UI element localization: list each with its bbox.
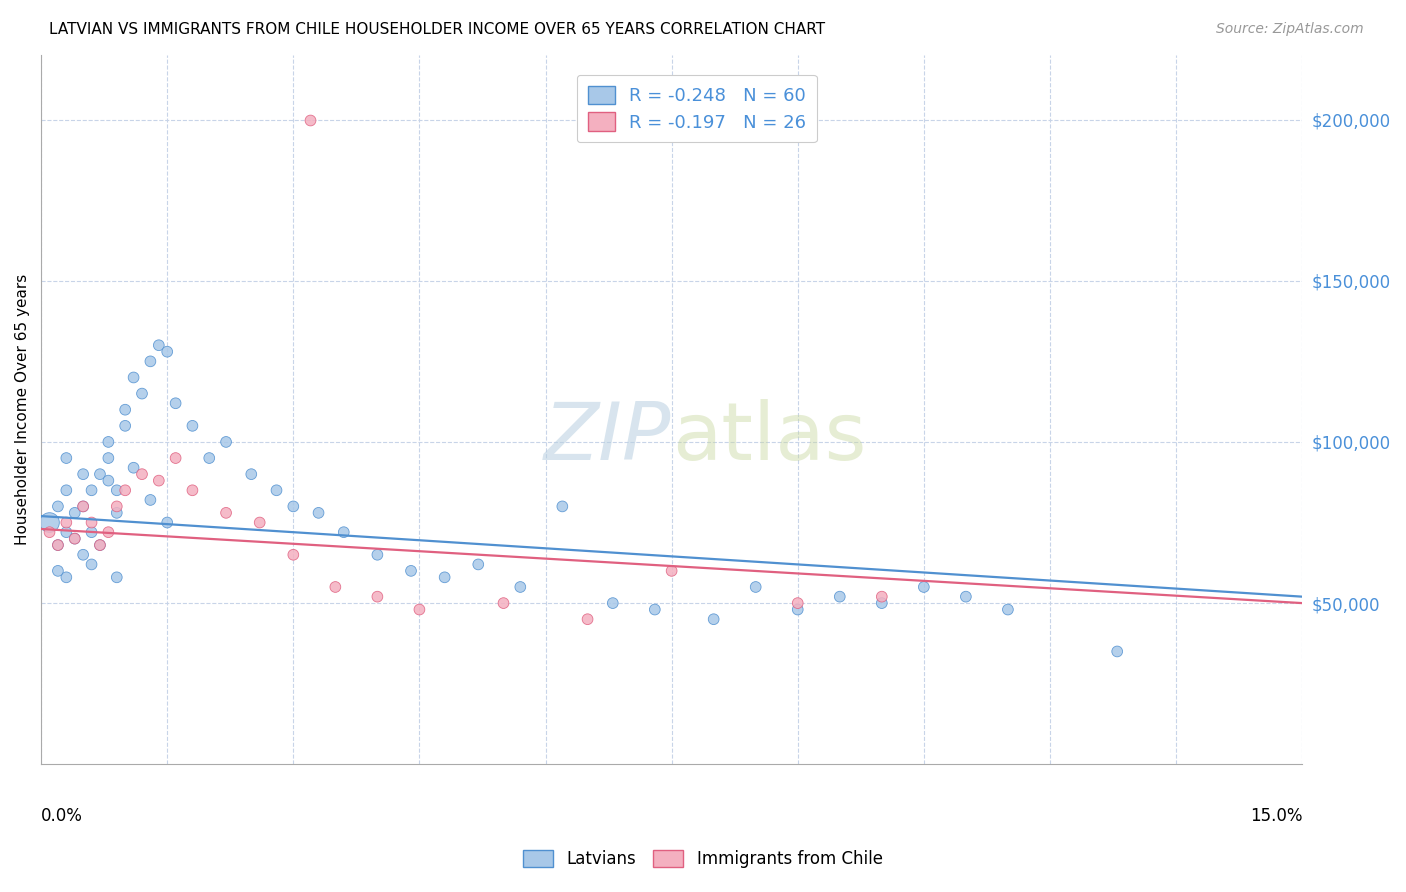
Point [156, 344, 179, 359]
Point [299, 112, 322, 127]
Point [997, 602, 1019, 616]
Text: atlas: atlas [672, 399, 866, 477]
Point [55, 525, 77, 540]
Point [148, 338, 170, 352]
Point [131, 386, 153, 401]
Point [156, 516, 179, 530]
Point [408, 602, 430, 616]
Point [661, 564, 683, 578]
Point [786, 602, 808, 616]
Point [181, 418, 204, 433]
Point [1107, 644, 1129, 658]
Point [283, 500, 305, 514]
Point [89, 538, 111, 552]
Legend: R = -0.248   N = 60, R = -0.197   N = 26: R = -0.248 N = 60, R = -0.197 N = 26 [576, 75, 817, 143]
Text: 0.0%: 0.0% [41, 807, 83, 825]
Point [240, 467, 263, 482]
Point [492, 596, 515, 610]
Point [366, 548, 388, 562]
Point [139, 492, 162, 507]
Point [912, 580, 935, 594]
Point [72, 500, 94, 514]
Point [55, 516, 77, 530]
Point [63, 532, 86, 546]
Point [955, 590, 977, 604]
Legend: Latvians, Immigrants from Chile: Latvians, Immigrants from Chile [517, 843, 889, 875]
Point [72, 500, 94, 514]
Point [63, 532, 86, 546]
Point [703, 612, 725, 626]
Point [105, 570, 128, 584]
Point [165, 396, 187, 410]
Point [46, 500, 69, 514]
Point [551, 500, 574, 514]
Point [131, 467, 153, 482]
Point [644, 602, 666, 616]
Point [80, 483, 103, 498]
Point [148, 474, 170, 488]
Point [870, 590, 893, 604]
Point [55, 483, 77, 498]
Point [105, 506, 128, 520]
Point [249, 516, 271, 530]
Point [198, 451, 221, 466]
Point [366, 590, 388, 604]
Point [122, 460, 145, 475]
Point [105, 483, 128, 498]
Point [399, 564, 422, 578]
Point [828, 590, 851, 604]
Point [46, 564, 69, 578]
Point [215, 506, 238, 520]
Text: ZIP: ZIP [544, 399, 672, 477]
Text: LATVIAN VS IMMIGRANTS FROM CHILE HOUSEHOLDER INCOME OVER 65 YEARS CORRELATION CH: LATVIAN VS IMMIGRANTS FROM CHILE HOUSEHO… [49, 22, 825, 37]
Point [325, 580, 347, 594]
Point [72, 467, 94, 482]
Point [89, 467, 111, 482]
Point [97, 525, 120, 540]
Point [122, 370, 145, 384]
Point [63, 506, 86, 520]
Point [80, 516, 103, 530]
Point [181, 483, 204, 498]
Point [55, 451, 77, 466]
Point [786, 596, 808, 610]
Point [55, 570, 77, 584]
Point [114, 418, 136, 433]
Point [283, 548, 305, 562]
Point [97, 434, 120, 449]
Point [139, 354, 162, 368]
Point [46, 538, 69, 552]
Y-axis label: Householder Income Over 65 years: Householder Income Over 65 years [15, 274, 30, 545]
Point [72, 548, 94, 562]
Point [114, 483, 136, 498]
Point [165, 451, 187, 466]
Point [38, 516, 60, 530]
Point [80, 525, 103, 540]
Text: 15.0%: 15.0% [1250, 807, 1302, 825]
Point [114, 402, 136, 417]
Point [105, 500, 128, 514]
Point [80, 558, 103, 572]
Point [215, 434, 238, 449]
Point [433, 570, 456, 584]
Point [308, 506, 330, 520]
Point [266, 483, 288, 498]
Point [467, 558, 489, 572]
Text: Source: ZipAtlas.com: Source: ZipAtlas.com [1216, 22, 1364, 37]
Point [332, 525, 354, 540]
Point [97, 451, 120, 466]
Point [38, 525, 60, 540]
Point [870, 596, 893, 610]
Point [89, 538, 111, 552]
Point [46, 538, 69, 552]
Point [576, 612, 599, 626]
Point [602, 596, 624, 610]
Point [509, 580, 531, 594]
Point [744, 580, 766, 594]
Point [97, 474, 120, 488]
